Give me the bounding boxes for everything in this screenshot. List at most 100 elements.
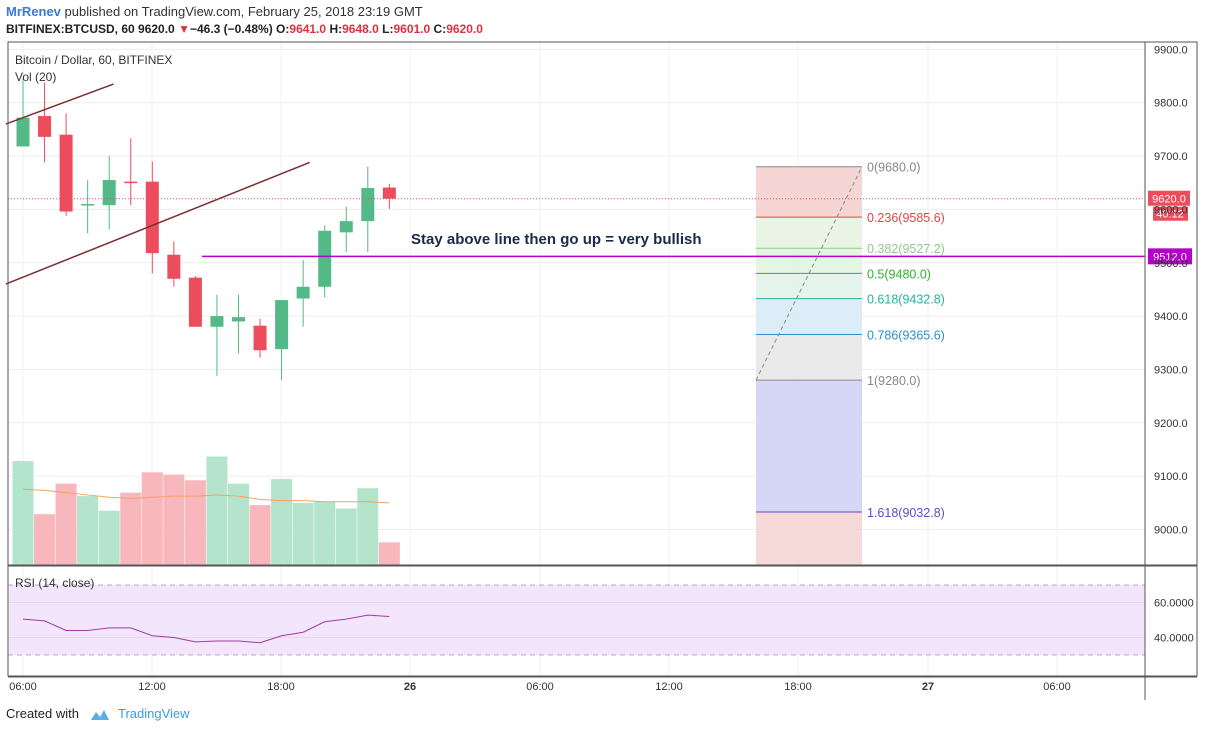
chart-canvas[interactable]: 0(9680.0) 0.236(9585.6) 0.382(9527.2) 0.5(9… <box>0 0 1205 700</box>
price-tick-label: 9000.0 <box>1154 525 1188 537</box>
countdown-tag <box>1153 206 1188 221</box>
fib-level-label: 1(9280.0) <box>867 374 921 388</box>
volume-bars <box>12 456 400 565</box>
time-tick-label: 18:00 <box>784 681 812 693</box>
candle-body <box>167 254 181 279</box>
candle-body <box>102 180 116 206</box>
time-tick-label: 12:00 <box>655 681 683 693</box>
last-price-label: 9620.0 <box>1152 194 1186 206</box>
volume-bar <box>184 480 206 565</box>
open-label: O: <box>276 22 290 36</box>
close-label: C: <box>433 22 447 36</box>
price-tick-label: 9600.0 <box>1154 204 1188 216</box>
published-text: published on TradingView.com, February 2… <box>64 4 423 19</box>
symbol-text: BITFINEX:BTCUSD, 60 <box>6 22 135 36</box>
tradingview-link[interactable]: TradingView <box>118 706 190 721</box>
fib-zone <box>756 334 862 381</box>
fib-zone <box>756 166 862 218</box>
volume-bar <box>378 542 400 565</box>
volume-bar <box>357 488 379 565</box>
volume-bar <box>120 492 142 565</box>
time-tick-label: 12:00 <box>138 681 166 693</box>
tradingview-cloud-icon <box>90 709 109 720</box>
volume-bar <box>228 483 249 565</box>
grid <box>8 42 1145 676</box>
candle-body <box>81 204 95 206</box>
time-tick-label: 27 <box>922 681 934 693</box>
volume-bar <box>163 474 185 565</box>
fib-level-label: 0.382(9527.2) <box>867 242 945 256</box>
volume-bar <box>249 505 271 565</box>
candle-body <box>188 277 202 327</box>
fib-zone <box>756 298 862 335</box>
volume-bar <box>55 483 77 565</box>
support-price-label: 9512.0 <box>1153 251 1187 263</box>
rsi-pane <box>8 584 1145 656</box>
rsi-line <box>22 614 390 644</box>
price-tick-label: 9200.0 <box>1154 418 1188 430</box>
fib-zone <box>756 248 862 274</box>
close-value: 9620.0 <box>446 22 483 36</box>
ohlc-bar: BITFINEX:BTCUSD, 60 9620.0 ▼−46.3 (−0.48… <box>6 22 483 36</box>
rsi-tick-label: 60.0000 <box>1154 598 1194 610</box>
drawings: 9512.0 9620.0 40:12 <box>5 83 1192 285</box>
high-label: H: <box>329 22 343 36</box>
volume-bar <box>271 479 293 565</box>
candle-body <box>382 187 396 199</box>
candle-body <box>275 300 289 350</box>
price-tick-label: 9500.0 <box>1154 258 1188 270</box>
fib-level-label: 0.5(9480.0) <box>867 267 931 281</box>
candle-body <box>296 286 310 299</box>
time-tick-label: 06:00 <box>526 681 554 693</box>
footer: Created with TradingView <box>6 706 190 722</box>
volume-bar <box>314 501 336 565</box>
created-with-text: Created with <box>6 706 79 721</box>
volume-bar <box>206 456 228 565</box>
candle-body <box>145 181 159 254</box>
last-price-tag <box>1148 190 1190 206</box>
fib-level-label: 0.618(9432.8) <box>867 293 945 307</box>
axes: 9000.0 9100.0 9200.0 9300.0 9400.0 9500.0 9600… <box>7 41 1198 700</box>
low-label: L: <box>382 22 394 36</box>
rsi-tick-label: 40.0000 <box>1154 633 1194 645</box>
volume-bar <box>77 496 99 565</box>
volume-bar <box>141 472 163 565</box>
fib-level-label: 0.786(9365.6) <box>867 328 945 342</box>
fib-level-label: 0.236(9585.6) <box>867 211 945 225</box>
author-link[interactable]: MrRenev <box>6 4 61 19</box>
rsi-band <box>9 585 1145 655</box>
volume-bar <box>335 508 357 565</box>
candle-body <box>38 116 52 137</box>
rsi-pane-frame <box>7 565 1198 677</box>
fib-trend-dashed <box>755 166 863 381</box>
candle-body <box>232 317 245 322</box>
fib-level-label: 0(9680.0) <box>867 161 921 175</box>
volume-bar <box>98 510 120 565</box>
volume-bar <box>34 514 56 565</box>
trendline <box>5 83 114 125</box>
time-tick-label: 18:00 <box>267 681 295 693</box>
volume-ma-line <box>22 488 390 504</box>
volume-bar <box>12 461 34 565</box>
chart-annotation[interactable]: Stay above line then go up = very bullis… <box>411 231 702 248</box>
publish-info: MrRenev published on TradingView.com, Fe… <box>6 4 423 19</box>
candles <box>16 78 396 381</box>
candle-body <box>59 134 73 212</box>
support-price-tag <box>1148 248 1192 265</box>
change-text: −46.3 (−0.48%) <box>189 22 273 36</box>
fib-zone <box>756 273 862 299</box>
fib-zone <box>756 217 862 249</box>
volume-bar <box>292 502 314 565</box>
price-tick-label: 9800.0 <box>1154 98 1188 110</box>
price-tick-label: 9300.0 <box>1154 364 1188 376</box>
time-tick-label: 26 <box>404 681 416 693</box>
price-tick-label: 9900.0 <box>1154 44 1188 56</box>
high-value: 9648.0 <box>342 22 379 36</box>
price-tick-label: 9400.0 <box>1154 311 1188 323</box>
price-tick-label: 9100.0 <box>1154 471 1188 483</box>
change-down-icon: ▼ <box>178 22 190 36</box>
last-price: 9620.0 <box>138 22 175 36</box>
candle-body <box>210 316 224 327</box>
fib-zone <box>756 512 862 565</box>
trendline <box>5 161 310 285</box>
